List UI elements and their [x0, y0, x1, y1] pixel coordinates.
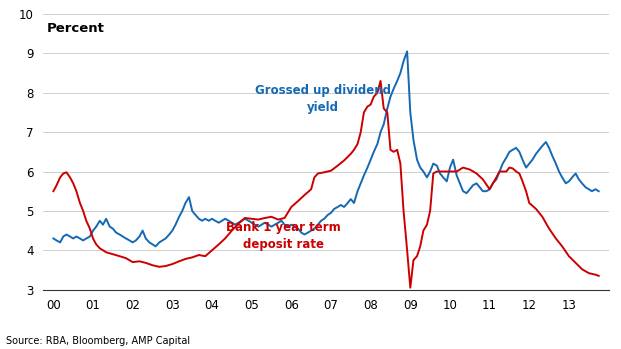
Text: Grossed up dividend
yield: Grossed up dividend yield — [255, 84, 391, 114]
Text: Percent: Percent — [47, 22, 104, 35]
Text: Source: RBA, Bloomberg, AMP Capital: Source: RBA, Bloomberg, AMP Capital — [6, 335, 190, 346]
Text: Bank 1 year term
deposit rate: Bank 1 year term deposit rate — [226, 222, 341, 252]
